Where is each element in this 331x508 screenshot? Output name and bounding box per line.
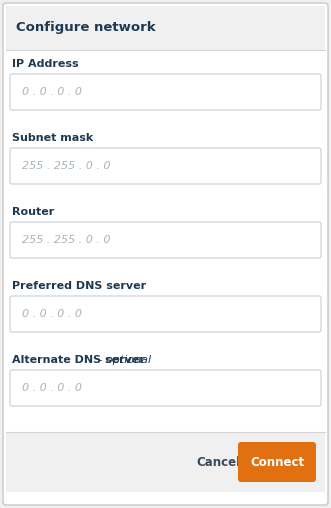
Text: Configure network: Configure network: [16, 21, 156, 35]
Bar: [6, 432, 325, 492]
Text: Preferred DNS server: Preferred DNS server: [12, 281, 146, 291]
Text: 0 . 0 . 0 . 0: 0 . 0 . 0 . 0: [22, 383, 82, 393]
Text: IP Address: IP Address: [12, 59, 79, 69]
FancyBboxPatch shape: [3, 3, 328, 505]
Text: Connect: Connect: [250, 456, 304, 468]
Text: - optional: - optional: [95, 355, 151, 365]
Text: 0 . 0 . 0 . 0: 0 . 0 . 0 . 0: [22, 87, 82, 97]
Text: Subnet mask: Subnet mask: [12, 133, 93, 143]
FancyBboxPatch shape: [10, 296, 321, 332]
Text: Cancel: Cancel: [196, 456, 240, 468]
Text: Alternate DNS server: Alternate DNS server: [12, 355, 145, 365]
FancyBboxPatch shape: [10, 370, 321, 406]
Text: 255 . 255 . 0 . 0: 255 . 255 . 0 . 0: [22, 161, 111, 171]
Text: Router: Router: [12, 207, 54, 217]
Text: 255 . 255 . 0 . 0: 255 . 255 . 0 . 0: [22, 235, 111, 245]
FancyBboxPatch shape: [10, 222, 321, 258]
Text: 0 . 0 . 0 . 0: 0 . 0 . 0 . 0: [22, 309, 82, 319]
FancyBboxPatch shape: [10, 74, 321, 110]
Bar: [6, 6, 325, 50]
FancyBboxPatch shape: [238, 442, 316, 482]
FancyBboxPatch shape: [10, 148, 321, 184]
